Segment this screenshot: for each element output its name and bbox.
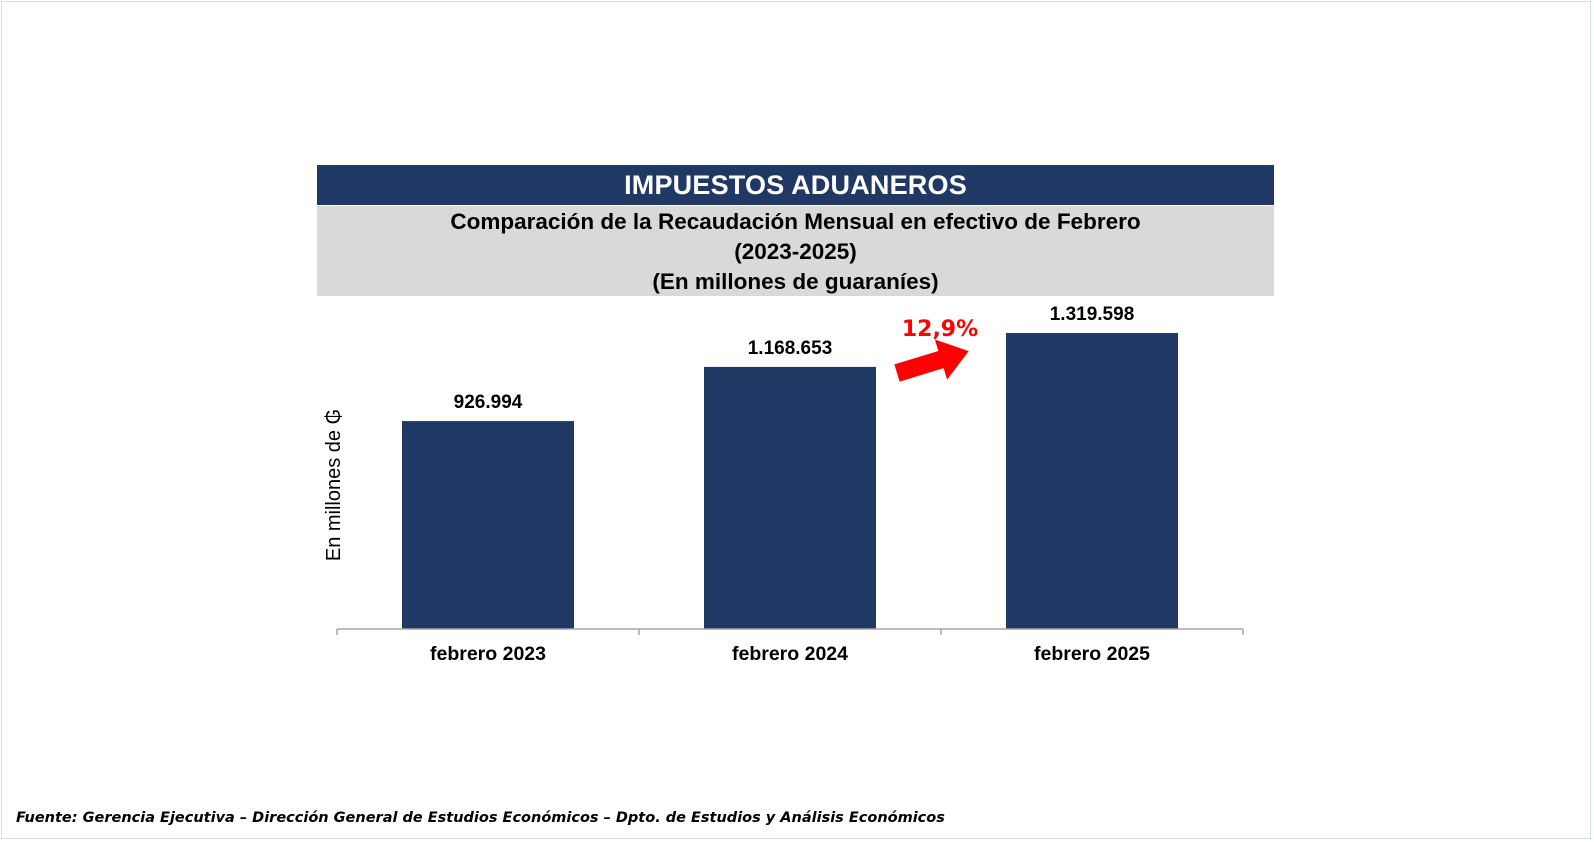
source-note: Fuente: Gerencia Ejecutiva – Dirección G…: [16, 810, 945, 826]
y-axis-label: En millones de ₲: [323, 409, 345, 561]
bar-value-label-3: 1.319.598: [1050, 304, 1135, 325]
bar-2: [704, 366, 876, 629]
subtitle-line-3: (En millones de guaraníes): [652, 269, 939, 294]
x-tick-label-1: febrero 2023: [430, 643, 546, 665]
x-tick-label-3: febrero 2025: [1034, 643, 1150, 665]
chart-subtitle: Comparación de la Recaudación Mensual en…: [317, 206, 1274, 296]
growth-arrow-icon: [894, 339, 969, 382]
bar-1: [402, 421, 574, 629]
growth-percentage-label: 12,9%: [902, 317, 978, 342]
subtitle-line-2: (2023-2025): [734, 239, 857, 264]
x-tick-label-2: febrero 2024: [732, 643, 848, 665]
bar-value-label-2: 1.168.653: [748, 338, 833, 359]
chart-title: IMPUESTOS ADUANEROS: [317, 165, 1274, 205]
bar-value-label-1: 926.994: [454, 392, 523, 413]
bar-3: [1006, 333, 1178, 629]
subtitle-line-1: Comparación de la Recaudación Mensual en…: [450, 209, 1141, 234]
